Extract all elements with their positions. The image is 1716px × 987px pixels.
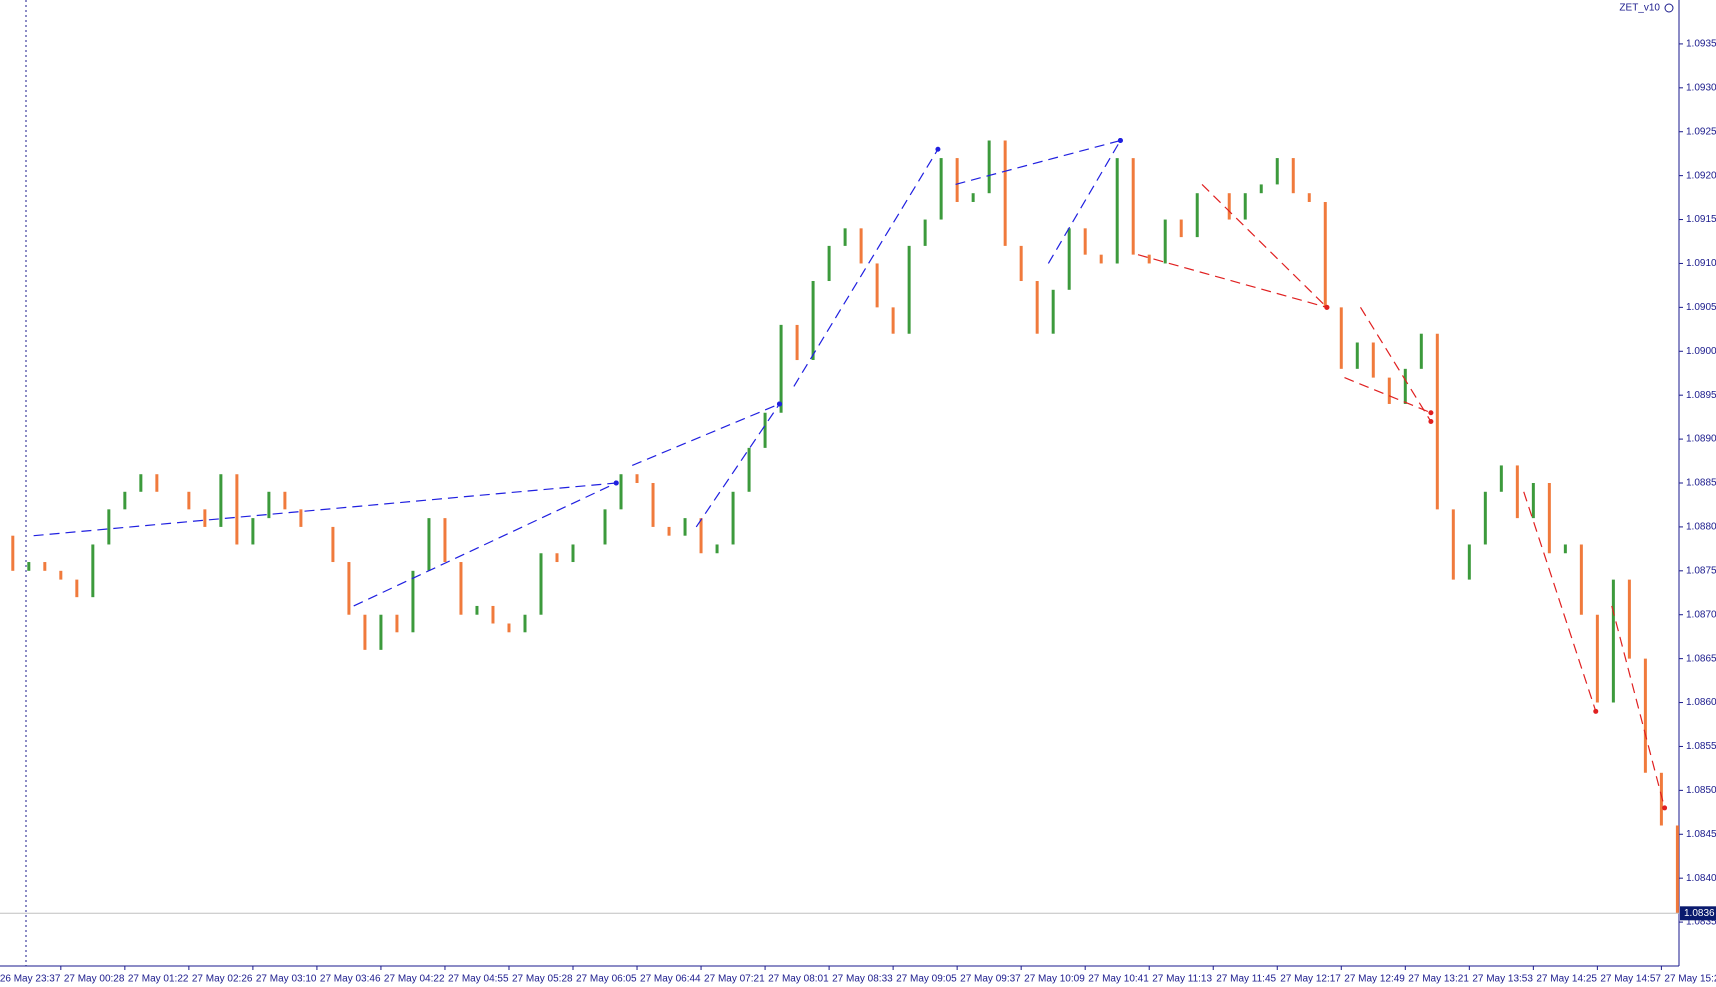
x-tick-label: 27 May 04:55: [448, 974, 509, 985]
x-tick-label: 27 May 06:05: [576, 974, 637, 985]
x-tick-label: 27 May 12:49: [1344, 974, 1405, 985]
zigzag-point: [1428, 419, 1434, 425]
x-tick-label: 27 May 09:05: [896, 974, 957, 985]
zigzag-line: [631, 403, 780, 466]
zigzag-point: [1593, 708, 1599, 714]
x-tick-label: 27 May 14:57: [1600, 974, 1661, 985]
zigzag-point: [1117, 138, 1123, 144]
zigzag-line: [1201, 183, 1328, 308]
zigzag-point: [1324, 304, 1330, 310]
x-tick-label: 27 May 13:53: [1472, 974, 1533, 985]
y-tick-label: 1.0915: [1686, 214, 1716, 225]
y-tick-label: 1.0905: [1686, 302, 1716, 313]
y-tick-label: 1.0890: [1686, 434, 1716, 445]
zigzag-point: [613, 480, 619, 486]
x-tick-label: 27 May 11:13: [1152, 974, 1212, 985]
x-tick-label: 27 May 03:10: [256, 974, 317, 985]
y-tick-label: 1.0855: [1686, 741, 1716, 752]
zigzag-line: [793, 148, 939, 387]
indicator-label: ZET_v10: [1619, 3, 1660, 14]
zigzag-line: [1611, 605, 1666, 809]
x-tick-label: 27 May 10:41: [1088, 974, 1149, 985]
y-tick-label: 1.0910: [1686, 258, 1716, 269]
zigzag-point: [935, 146, 941, 152]
zigzag-line: [1359, 307, 1432, 422]
zigzag-point: [1428, 410, 1434, 416]
x-tick-label: 27 May 04:22: [384, 974, 445, 985]
x-tick-label: 27 May 14:25: [1536, 974, 1597, 985]
y-tick-label: 1.0900: [1686, 346, 1716, 357]
zigzag-point: [776, 401, 782, 407]
zigzag-line: [955, 139, 1121, 185]
zigzag-line: [1137, 254, 1328, 308]
x-tick-label: 26 May 23:37: [0, 974, 61, 985]
zigzag-line: [1047, 140, 1121, 264]
x-tick-label: 27 May 07:21: [704, 974, 765, 985]
x-tick-label: 27 May 09:37: [960, 974, 1021, 985]
last-price-label: 1.0836: [1684, 908, 1715, 919]
y-tick-label: 1.0880: [1686, 522, 1716, 533]
x-tick-label: 27 May 06:44: [640, 974, 701, 985]
zigzag-line: [33, 482, 617, 537]
zigzag-line: [353, 482, 617, 607]
zigzag-line: [1523, 491, 1597, 712]
y-tick-label: 1.0865: [1686, 653, 1716, 664]
x-tick-label: 27 May 08:01: [768, 974, 829, 985]
y-tick-label: 1.0895: [1686, 390, 1716, 401]
x-tick-label: 27 May 10:09: [1024, 974, 1085, 985]
x-tick-label: 27 May 08:33: [832, 974, 893, 985]
y-tick-label: 1.0840: [1686, 873, 1716, 884]
x-tick-label: 27 May 01:22: [128, 974, 189, 985]
y-tick-label: 1.0860: [1686, 697, 1716, 708]
y-tick-label: 1.0920: [1686, 170, 1716, 181]
x-tick-label: 27 May 11:45: [1216, 974, 1276, 985]
x-tick-label: 27 May 05:28: [512, 974, 573, 985]
last-price-box: [1680, 906, 1716, 921]
y-tick-label: 1.0835: [1686, 917, 1716, 928]
x-tick-label: 27 May 15:2: [1664, 974, 1716, 985]
y-tick-label: 1.0935: [1686, 39, 1716, 50]
y-tick-label: 1.0925: [1686, 126, 1716, 137]
zigzag-line: [695, 403, 780, 528]
x-tick-label: 27 May 13:21: [1408, 974, 1469, 985]
x-tick-label: 27 May 02:26: [192, 974, 253, 985]
y-tick-label: 1.0885: [1686, 478, 1716, 489]
zigzag-point: [1662, 805, 1668, 811]
x-tick-label: 27 May 03:46: [320, 974, 381, 985]
y-tick-label: 1.0875: [1686, 565, 1716, 576]
y-tick-label: 1.0850: [1686, 785, 1716, 796]
plot-area: [11, 138, 1679, 914]
y-tick-label: 1.0930: [1686, 82, 1716, 93]
indicator-icon: [1664, 3, 1674, 13]
x-tick-label: 27 May 00:28: [64, 974, 125, 985]
y-tick-label: 1.0845: [1686, 829, 1716, 840]
x-tick-label: 27 May 12:17: [1280, 974, 1341, 985]
zigzag-line: [1344, 377, 1432, 414]
y-tick-label: 1.0870: [1686, 609, 1716, 620]
